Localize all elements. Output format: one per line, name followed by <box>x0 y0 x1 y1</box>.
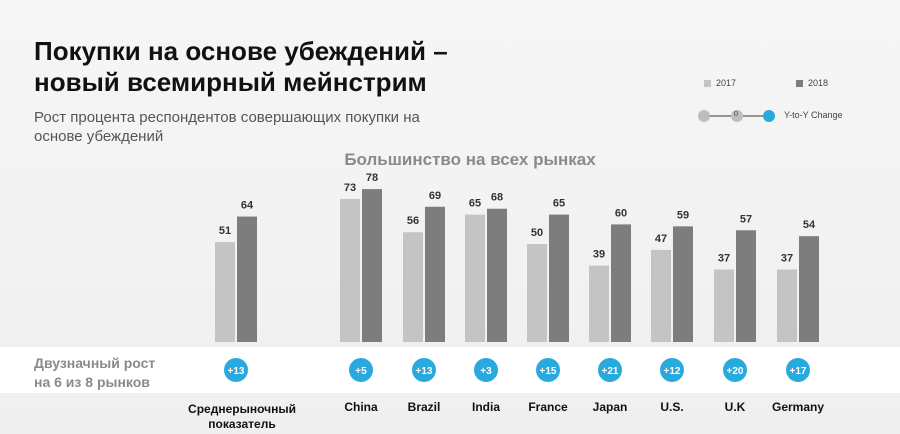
data-label-2018: 65 <box>553 198 565 210</box>
data-label-2018: 68 <box>491 192 503 204</box>
data-label-2017: 37 <box>781 252 793 264</box>
page-title: Покупки на основе убеждений – новый всем… <box>34 36 554 98</box>
change-label: +15 <box>540 366 557 377</box>
legend-change-label: Y-to-Y Change <box>784 110 843 120</box>
data-label-2018: 59 <box>677 209 689 221</box>
data-label-2017: 56 <box>407 215 419 227</box>
bar-2017 <box>527 244 547 342</box>
data-label-2018: 64 <box>241 200 254 212</box>
data-label-2018: 78 <box>366 172 378 184</box>
bar-2017 <box>714 269 734 342</box>
category-label: France <box>528 400 568 414</box>
category-label: Japan <box>593 400 628 414</box>
legend-dot-label: 0 <box>734 111 738 118</box>
category-label: Brazil <box>408 400 441 414</box>
title-line-1: Покупки на основе убеждений – <box>34 36 448 66</box>
legend-swatch-2017 <box>704 80 711 87</box>
bar-2018 <box>611 224 631 342</box>
subtitle-line-2: основе убеждений <box>34 128 164 145</box>
data-label-2017: 65 <box>469 198 481 210</box>
subtitle-line-1: Рост процента респондентов совершающих п… <box>34 109 420 126</box>
data-label-2017: 51 <box>219 225 231 237</box>
change-circle <box>598 358 622 382</box>
bar-2017 <box>777 269 797 342</box>
change-label: +21 <box>602 366 619 377</box>
change-label: +5 <box>355 366 367 377</box>
change-circle <box>349 358 373 382</box>
change-circle <box>786 358 810 382</box>
legend-swatch-2018 <box>796 80 803 87</box>
growth-band-text: Двузначный рост на 6 из 8 рынков <box>34 354 194 392</box>
data-label-2017: 39 <box>593 249 605 261</box>
change-circle <box>660 358 684 382</box>
data-label-2017: 37 <box>718 252 730 264</box>
bar-2018 <box>799 236 819 342</box>
bar-2017 <box>340 198 360 342</box>
bar-2017 <box>215 242 235 342</box>
data-label-2018: 54 <box>803 219 816 231</box>
change-circle <box>536 358 560 382</box>
title-line-2: новый всемирный мейнстрим <box>34 67 427 97</box>
category-label: показатель <box>208 417 275 431</box>
bar-2018 <box>237 216 257 342</box>
page-subtitle: Рост процента респондентов совершающих п… <box>34 108 454 146</box>
bar-2018 <box>736 230 756 342</box>
change-label: +13 <box>416 366 433 377</box>
category-label: India <box>472 400 500 414</box>
legend-label-2017: 2017 <box>716 78 737 88</box>
bar-2018 <box>425 206 445 342</box>
bar-2018 <box>673 226 693 342</box>
chart-title: Большинство на всех рынках <box>344 150 596 169</box>
category-label: U.K <box>725 400 746 414</box>
data-label-2017: 50 <box>531 227 543 239</box>
change-circle <box>224 358 248 382</box>
change-label: +17 <box>790 366 807 377</box>
change-label: +13 <box>228 366 245 377</box>
bar-2017 <box>465 214 485 342</box>
legend-label-2018: 2018 <box>808 78 829 88</box>
bar-2017 <box>403 232 423 342</box>
category-label: U.S. <box>660 400 683 414</box>
change-circle <box>723 358 747 382</box>
change-label: +20 <box>727 366 744 377</box>
data-label-2018: 57 <box>740 213 752 225</box>
change-circle <box>474 358 498 382</box>
band-line-1: Двузначный рост <box>34 355 156 371</box>
category-label: Germany <box>772 400 824 414</box>
category-label: China <box>344 400 378 414</box>
data-label-2017: 47 <box>655 233 667 245</box>
bar-2017 <box>589 265 609 342</box>
change-label: +3 <box>480 366 492 377</box>
bar-2017 <box>651 249 671 342</box>
change-label: +12 <box>664 366 681 377</box>
data-label-2017: 73 <box>344 182 356 194</box>
band-line-2: на 6 из 8 рынков <box>34 374 150 390</box>
bar-2018 <box>362 189 382 342</box>
category-label: Среднерыночный <box>188 402 296 416</box>
change-circle <box>412 358 436 382</box>
growth-band <box>0 347 900 393</box>
data-label-2018: 69 <box>429 190 441 202</box>
data-label-2018: 60 <box>615 207 627 219</box>
bar-2018 <box>487 208 507 342</box>
bar-2018 <box>549 214 569 342</box>
